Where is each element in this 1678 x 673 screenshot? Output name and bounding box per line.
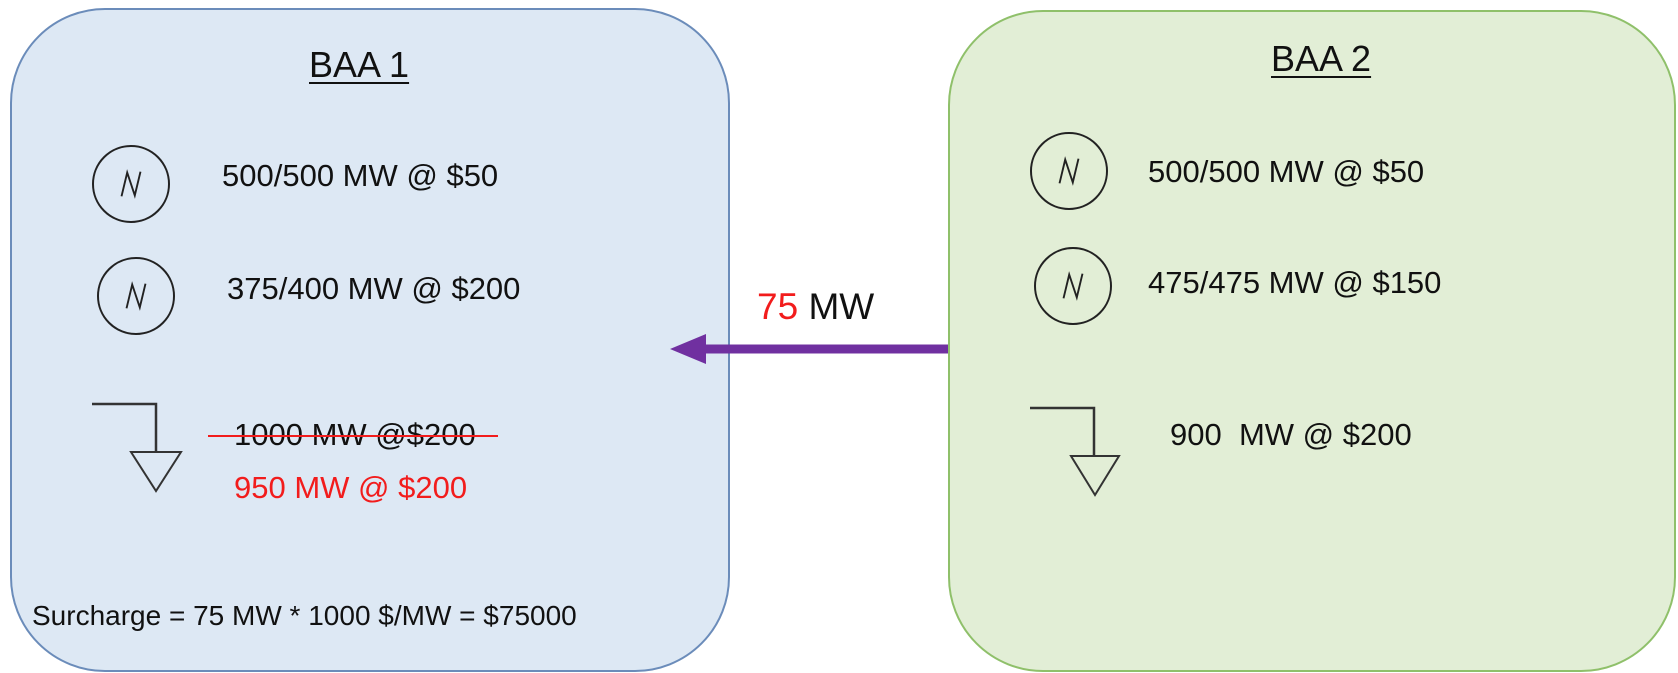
baa-2-area: [948, 10, 1676, 672]
load-icon: [92, 400, 188, 496]
baa-1-generator-1-label: 500/500 MW @ $50: [222, 158, 499, 193]
generator-icon: [1034, 247, 1112, 325]
transfer-label: 75 MW: [757, 288, 874, 325]
baa-1-load-original: 1000 MW @$200: [208, 419, 498, 450]
transfer-amount: 75: [757, 286, 799, 327]
strikethrough-line: [208, 434, 498, 437]
baa-2-load-label: 900 MW @ $200: [1170, 417, 1412, 452]
surcharge-label: Surcharge = 75 MW * 1000 $/MW = $75000: [32, 600, 577, 631]
load-icon: [1030, 404, 1126, 500]
baa-2-generator-2-label: 475/475 MW @ $150: [1148, 265, 1442, 300]
baa-2-generator-1-label: 500/500 MW @ $50: [1148, 154, 1425, 189]
baa-1-load-revised-label: 950 MW @ $200: [234, 470, 468, 505]
baa-1-area: [10, 8, 730, 672]
baa-1-title: BAA 1: [309, 44, 410, 85]
transfer-unit: MW: [808, 286, 875, 327]
generator-icon: [97, 257, 175, 335]
generator-icon: [1030, 132, 1108, 210]
power-flow-arrow: [670, 330, 1000, 370]
baa-2-title: BAA 2: [1271, 38, 1372, 79]
generator-icon: [92, 145, 170, 223]
baa-1-generator-2-label: 375/400 MW @ $200: [227, 271, 521, 306]
